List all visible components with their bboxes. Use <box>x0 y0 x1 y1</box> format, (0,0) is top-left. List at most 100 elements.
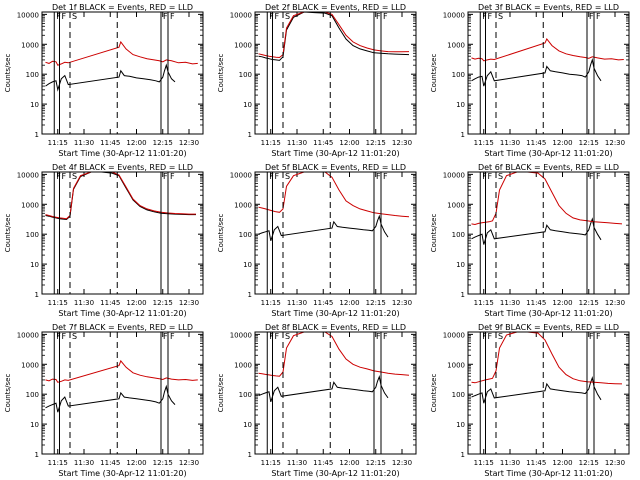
x-axis-label: Start Time (30-Apr-12 11:01:20) <box>271 309 399 318</box>
y-tick-label: 100 <box>239 71 252 79</box>
x-tick-label: 12:30 <box>179 299 199 307</box>
chart-title: Det 5f BLACK = Events, RED = LLD <box>265 163 406 172</box>
x-tick-label: 12:00 <box>126 139 146 147</box>
chart-panel-7: Det 7f BLACK = Events, RED = LLD Counts/s… <box>4 323 204 478</box>
top-annotation: F <box>275 12 280 21</box>
events-series-line <box>471 217 602 245</box>
y-tick-label: 100 <box>239 231 252 239</box>
events-series-line <box>45 384 176 413</box>
events-series-line <box>471 58 602 87</box>
x-tick-label: 12:00 <box>339 139 359 147</box>
x-tick-label: 12:15 <box>579 459 599 467</box>
top-annotation: F <box>383 332 388 341</box>
x-tick-label: 11:30 <box>287 139 307 147</box>
plot-frame <box>254 11 417 135</box>
x-tick-label: 12:30 <box>392 299 412 307</box>
chart-title: Det 3f BLACK = Events, RED = LLD <box>478 3 619 12</box>
chart-panel-6: Det 6f BLACK = Events, RED = LLD Counts/s… <box>430 163 630 318</box>
plot-area <box>45 359 198 413</box>
x-tick-label: 12:15 <box>579 299 599 307</box>
chart-title: Det 2f BLACK = Events, RED = LLD <box>265 3 406 12</box>
plot-frame <box>467 171 630 295</box>
y-tick-label: 10 <box>243 421 252 429</box>
y-tick-label: 1000 <box>21 201 39 209</box>
chart-title: Det 6f BLACK = Events, RED = LLD <box>478 163 619 172</box>
y-tick-label: 100 <box>26 71 39 79</box>
top-annotation: F <box>163 12 168 21</box>
chart-title: Det 8f BLACK = Events, RED = LLD <box>265 323 406 332</box>
top-annotation: F <box>376 12 381 21</box>
x-tick-label: 11:45 <box>526 459 546 467</box>
y-tick-label: 1000 <box>447 201 465 209</box>
x-axis-label: Start Time (30-Apr-12 11:01:20) <box>58 309 186 318</box>
x-tick-label: 11:45 <box>313 299 333 307</box>
x-axis-label: Start Time (30-Apr-12 11:01:20) <box>58 469 186 478</box>
top-annotation: F <box>62 12 67 21</box>
plot-area <box>471 38 624 87</box>
x-tick-label: 11:30 <box>74 139 94 147</box>
y-tick-label: 10 <box>243 261 252 269</box>
top-annotation: F <box>170 12 175 21</box>
chart-panel-8: Det 8f BLACK = Events, RED = LLD Counts/s… <box>217 323 417 478</box>
x-tick-label: 12:00 <box>552 139 572 147</box>
top-annotation: S <box>498 332 503 341</box>
top-annotation: F <box>62 172 67 181</box>
y-axis-label: Counts/sec <box>217 214 225 253</box>
y-tick-label: 10000 <box>443 331 465 339</box>
top-annotation: F <box>163 332 168 341</box>
top-annotation: F <box>170 172 175 181</box>
x-tick-label: 11:30 <box>74 299 94 307</box>
lld-series-line <box>45 359 198 383</box>
y-axis-label: Counts/sec <box>4 214 12 253</box>
top-annotation: F <box>269 172 274 181</box>
x-tick-label: 12:15 <box>366 299 386 307</box>
y-tick-label: 100 <box>26 231 39 239</box>
y-axis-label: Counts/sec <box>217 54 225 93</box>
plot-area <box>471 332 623 404</box>
top-annotation: F <box>488 172 493 181</box>
plot-frame <box>254 331 417 455</box>
y-tick-label: 100 <box>452 71 465 79</box>
y-tick-label: 10000 <box>443 171 465 179</box>
plot-area <box>471 172 623 245</box>
x-axis-label: Start Time (30-Apr-12 11:01:20) <box>58 149 186 158</box>
y-tick-label: 10000 <box>17 11 39 19</box>
events-series-line <box>45 63 176 92</box>
x-tick-label: 12:30 <box>392 139 412 147</box>
top-annotation: F <box>56 12 61 21</box>
top-annotation: F <box>482 332 487 341</box>
top-annotation: F <box>376 332 381 341</box>
x-axis-label: Start Time (30-Apr-12 11:01:20) <box>484 469 612 478</box>
x-tick-label: 11:15 <box>48 139 68 147</box>
x-axis-label: Start Time (30-Apr-12 11:01:20) <box>271 469 399 478</box>
y-tick-label: 1000 <box>21 41 39 49</box>
y-tick-label: 1000 <box>234 361 252 369</box>
top-annotation: S <box>285 12 290 21</box>
top-annotation: S <box>498 172 503 181</box>
plot-frame <box>254 171 417 295</box>
plot-frame <box>41 331 204 455</box>
chart-panel-9: Det 9f BLACK = Events, RED = LLD Counts/s… <box>430 323 630 478</box>
events-series-line <box>258 375 389 403</box>
x-tick-label: 12:30 <box>605 139 625 147</box>
y-axis-label: Counts/sec <box>4 374 12 413</box>
x-tick-label: 12:15 <box>153 459 173 467</box>
y-axis-label: Counts/sec <box>4 54 12 93</box>
x-tick-label: 12:00 <box>552 299 572 307</box>
x-tick-label: 11:30 <box>74 459 94 467</box>
x-tick-label: 11:30 <box>500 459 520 467</box>
x-tick-label: 11:45 <box>313 139 333 147</box>
events-series-line <box>258 214 389 241</box>
x-tick-label: 11:30 <box>287 299 307 307</box>
x-tick-label: 12:00 <box>126 299 146 307</box>
chart-panel-1: Det 1f BLACK = Events, RED = LLD Counts/s… <box>4 3 204 158</box>
plot-frame <box>467 11 630 135</box>
top-annotation: S <box>285 332 290 341</box>
x-tick-label: 12:00 <box>552 459 572 467</box>
events-series-line <box>471 376 602 404</box>
x-tick-label: 12:30 <box>179 459 199 467</box>
y-tick-label: 100 <box>26 391 39 399</box>
y-tick-label: 10 <box>456 261 465 269</box>
top-annotation: F <box>482 172 487 181</box>
x-tick-label: 12:15 <box>366 139 386 147</box>
